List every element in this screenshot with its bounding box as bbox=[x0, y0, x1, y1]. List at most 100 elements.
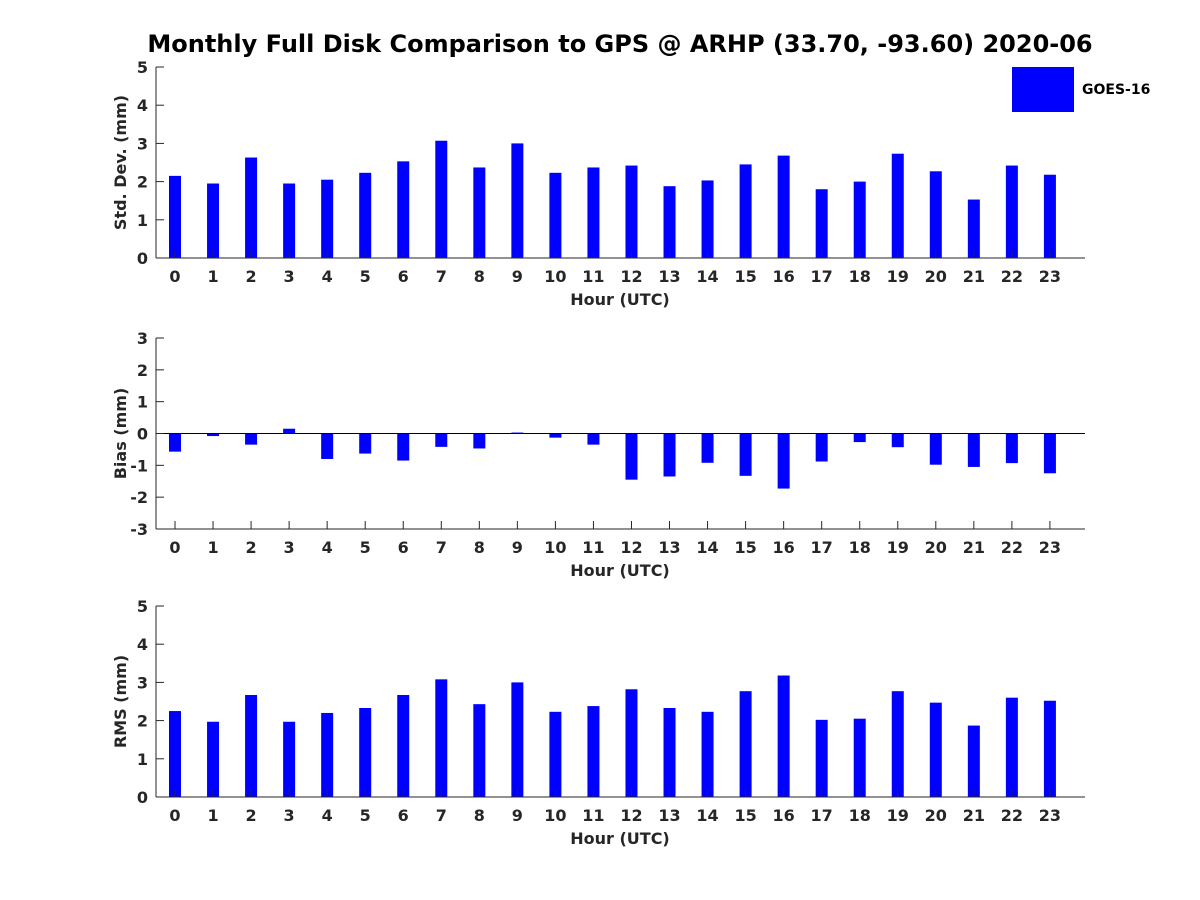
bar-bias-hour-19 bbox=[891, 433, 904, 448]
x-tick-label-stddev-7: 7 bbox=[436, 267, 447, 286]
bar-rms-hour-23 bbox=[1043, 700, 1056, 797]
x-tick-label-stddev-9: 9 bbox=[512, 267, 523, 286]
y-tick-label-rms-0: 0 bbox=[137, 788, 148, 807]
x-tick-label-bias-5: 5 bbox=[360, 538, 371, 557]
x-tick-label-rms-5: 5 bbox=[360, 806, 371, 825]
x-tick-label-bias-8: 8 bbox=[474, 538, 485, 557]
y-tick-label-rms-5: 5 bbox=[137, 597, 148, 616]
x-tick-label-rms-17: 17 bbox=[811, 806, 833, 825]
bar-rms-hour-2 bbox=[245, 695, 258, 797]
bar-bias-hour-3 bbox=[283, 428, 296, 434]
bar-rms-hour-20 bbox=[929, 702, 942, 797]
x-tick-label-bias-0: 0 bbox=[169, 538, 180, 557]
bar-rms-hour-13 bbox=[663, 707, 676, 797]
bar-bias-hour-7 bbox=[435, 433, 448, 447]
bar-bias-hour-2 bbox=[245, 433, 258, 445]
x-tick-label-stddev-23: 23 bbox=[1039, 267, 1061, 286]
bar-bias-hour-11 bbox=[587, 433, 600, 445]
x-tick-label-rms-1: 1 bbox=[207, 806, 218, 825]
x-tick-label-bias-13: 13 bbox=[658, 538, 680, 557]
legend-swatch-goes16 bbox=[1012, 67, 1074, 112]
x-tick-label-bias-19: 19 bbox=[887, 538, 909, 557]
bar-rms-hour-17 bbox=[815, 719, 828, 797]
x-tick-label-stddev-12: 12 bbox=[620, 267, 642, 286]
bar-rms-hour-9 bbox=[511, 682, 524, 797]
bar-rms-hour-21 bbox=[967, 725, 980, 797]
x-tick-label-stddev-22: 22 bbox=[1001, 267, 1023, 286]
x-tick-label-bias-21: 21 bbox=[963, 538, 985, 557]
y-tick-label-bias-0: 0 bbox=[137, 425, 148, 444]
x-tick-label-bias-23: 23 bbox=[1039, 538, 1061, 557]
bar-rms-hour-8 bbox=[473, 704, 486, 797]
chart-title: Monthly Full Disk Comparison to GPS @ AR… bbox=[147, 30, 1093, 58]
y-tick-label-stddev-4: 4 bbox=[137, 96, 148, 115]
x-tick-label-rms-19: 19 bbox=[887, 806, 909, 825]
bar-bias-hour-23 bbox=[1043, 433, 1056, 474]
x-tick-label-bias-17: 17 bbox=[811, 538, 833, 557]
bar-bias-hour-8 bbox=[473, 433, 486, 449]
x-tick-label-stddev-18: 18 bbox=[849, 267, 871, 286]
x-tick-label-rms-20: 20 bbox=[925, 806, 947, 825]
legend-label-goes16: GOES-16 bbox=[1082, 82, 1151, 98]
bar-stddev-hour-4 bbox=[321, 179, 334, 258]
x-tick-label-stddev-4: 4 bbox=[322, 267, 333, 286]
x-tick-label-bias-7: 7 bbox=[436, 538, 447, 557]
y-tick-label-rms-2: 2 bbox=[137, 712, 148, 731]
x-tick-label-rms-7: 7 bbox=[436, 806, 447, 825]
x-tick-label-stddev-13: 13 bbox=[658, 267, 680, 286]
bar-rms-hour-19 bbox=[891, 691, 904, 797]
x-tick-label-stddev-16: 16 bbox=[773, 267, 795, 286]
bar-stddev-hour-2 bbox=[245, 157, 258, 258]
x-tick-label-bias-14: 14 bbox=[696, 538, 718, 557]
bar-rms-hour-16 bbox=[777, 675, 790, 797]
x-tick-label-bias-6: 6 bbox=[398, 538, 409, 557]
y-tick-label-stddev-5: 5 bbox=[137, 58, 148, 77]
x-tick-label-rms-12: 12 bbox=[620, 806, 642, 825]
bar-stddev-hour-11 bbox=[587, 167, 600, 258]
bar-bias-hour-14 bbox=[701, 433, 714, 463]
x-tick-label-bias-18: 18 bbox=[849, 538, 871, 557]
x-tick-label-stddev-10: 10 bbox=[544, 267, 566, 286]
bar-bias-hour-15 bbox=[739, 433, 752, 476]
x-tick-label-bias-20: 20 bbox=[925, 538, 947, 557]
bar-bias-hour-21 bbox=[967, 433, 980, 467]
y-tick-label-stddev-0: 0 bbox=[137, 249, 148, 268]
x-tick-label-rms-3: 3 bbox=[284, 806, 295, 825]
y-tick-label-bias--2: -2 bbox=[130, 488, 148, 507]
y-tick-label-stddev-1: 1 bbox=[137, 211, 148, 230]
x-tick-label-rms-6: 6 bbox=[398, 806, 409, 825]
bar-bias-hour-20 bbox=[929, 433, 942, 465]
x-tick-label-stddev-20: 20 bbox=[925, 267, 947, 286]
bar-stddev-hour-3 bbox=[283, 183, 296, 258]
x-tick-label-bias-10: 10 bbox=[544, 538, 566, 557]
y-axis-label-stddev: Std. Dev. (mm) bbox=[111, 95, 130, 230]
bar-rms-hour-10 bbox=[549, 711, 562, 797]
x-tick-label-bias-9: 9 bbox=[512, 538, 523, 557]
x-axis-label-stddev: Hour (UTC) bbox=[570, 290, 670, 309]
x-tick-label-rms-22: 22 bbox=[1001, 806, 1023, 825]
bar-stddev-hour-14 bbox=[701, 180, 714, 258]
x-tick-label-rms-15: 15 bbox=[734, 806, 756, 825]
x-tick-label-rms-21: 21 bbox=[963, 806, 985, 825]
bar-bias-hour-6 bbox=[397, 433, 410, 461]
x-tick-label-stddev-17: 17 bbox=[811, 267, 833, 286]
x-tick-label-stddev-11: 11 bbox=[582, 267, 604, 286]
y-tick-label-stddev-3: 3 bbox=[137, 134, 148, 153]
bar-bias-hour-0 bbox=[169, 433, 181, 452]
bar-rms-hour-18 bbox=[853, 718, 866, 797]
bar-bias-hour-17 bbox=[815, 433, 828, 462]
bar-stddev-hour-17 bbox=[815, 189, 828, 258]
y-tick-label-bias-2: 2 bbox=[137, 361, 148, 380]
x-tick-label-stddev-6: 6 bbox=[398, 267, 409, 286]
bar-stddev-hour-16 bbox=[777, 155, 790, 258]
y-tick-label-bias-1: 1 bbox=[137, 393, 148, 412]
y-tick-label-rms-3: 3 bbox=[137, 673, 148, 692]
bar-rms-hour-0 bbox=[169, 711, 181, 797]
bar-stddev-hour-12 bbox=[625, 165, 638, 258]
x-tick-label-rms-0: 0 bbox=[169, 806, 180, 825]
bar-bias-hour-4 bbox=[321, 433, 334, 459]
bar-rms-hour-11 bbox=[587, 706, 600, 797]
bar-stddev-hour-21 bbox=[967, 199, 980, 258]
bar-stddev-hour-1 bbox=[207, 183, 220, 258]
